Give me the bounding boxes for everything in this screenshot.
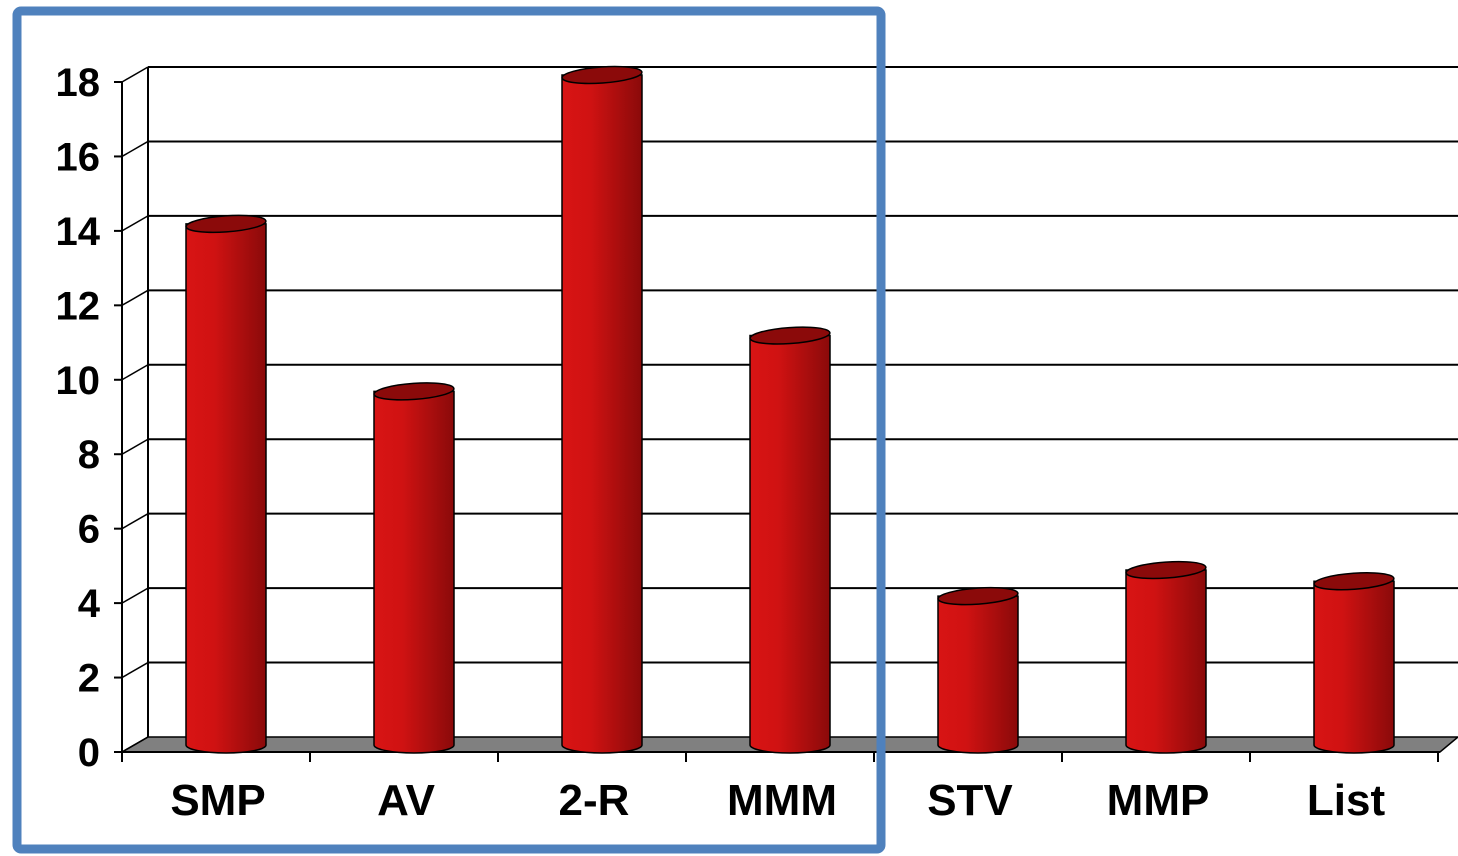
bar-top bbox=[749, 326, 831, 345]
x-tick-label: MMM bbox=[727, 776, 837, 825]
side-wall-line bbox=[121, 736, 149, 753]
highlight-box bbox=[12, 6, 886, 854]
bar-body bbox=[1313, 580, 1395, 754]
side-wall-line bbox=[121, 364, 149, 381]
bar-top bbox=[373, 382, 455, 401]
y-tick-label: 6 bbox=[78, 508, 100, 552]
bar-stv bbox=[937, 586, 1019, 754]
x-tick-label: SMP bbox=[170, 776, 265, 825]
y-tick-label: 18 bbox=[56, 61, 101, 105]
bars bbox=[185, 65, 1395, 754]
y-tick-label: 16 bbox=[56, 135, 101, 179]
bar-smp bbox=[185, 214, 267, 754]
y-tick-label: 2 bbox=[78, 657, 100, 701]
bar-av bbox=[373, 382, 455, 754]
x-tick-label: STV bbox=[927, 776, 1013, 825]
y-tick-label: 0 bbox=[78, 731, 100, 775]
bar-top bbox=[937, 586, 1019, 606]
bar-body bbox=[373, 390, 455, 754]
x-tick-label: MMP bbox=[1107, 776, 1210, 825]
y-tick-label: 12 bbox=[56, 284, 101, 328]
bar-2-r bbox=[561, 65, 643, 754]
side-wall-line bbox=[121, 289, 149, 306]
bar-body bbox=[561, 74, 643, 754]
y-tick-label: 14 bbox=[56, 210, 101, 254]
side-wall-line bbox=[121, 140, 149, 158]
side-wall-line bbox=[121, 215, 149, 232]
side-wall-line bbox=[121, 513, 149, 530]
x-tick-label: List bbox=[1307, 776, 1386, 825]
gridlines bbox=[148, 66, 1458, 664]
bar-list bbox=[1313, 572, 1395, 754]
side-wall-line bbox=[121, 661, 149, 679]
bar-top bbox=[1125, 560, 1207, 580]
bar-top bbox=[1313, 572, 1395, 591]
bar-mmm bbox=[749, 326, 831, 754]
bar-mmp bbox=[1125, 560, 1207, 754]
bar-body bbox=[185, 223, 267, 754]
y-tick-label: 8 bbox=[78, 433, 100, 477]
bar-top bbox=[185, 214, 267, 234]
bar-body bbox=[937, 595, 1019, 754]
x-tick-labels: SMP AV 2-R MMM STV MMP List bbox=[170, 776, 1385, 825]
y-tick-labels: 0 2 4 6 8 10 12 14 16 18 bbox=[56, 61, 101, 775]
side-wall-line bbox=[121, 66, 149, 83]
y-tick-label: 10 bbox=[56, 359, 101, 403]
x-tick-label: 2-R bbox=[559, 776, 630, 825]
y-tick-label: 4 bbox=[78, 582, 101, 626]
side-wall-line bbox=[121, 438, 149, 455]
bar-top bbox=[561, 65, 643, 85]
x-tick-label: AV bbox=[377, 776, 436, 825]
bar-body bbox=[749, 334, 831, 754]
side-wall-line bbox=[121, 587, 149, 604]
bar-body bbox=[1125, 569, 1207, 754]
